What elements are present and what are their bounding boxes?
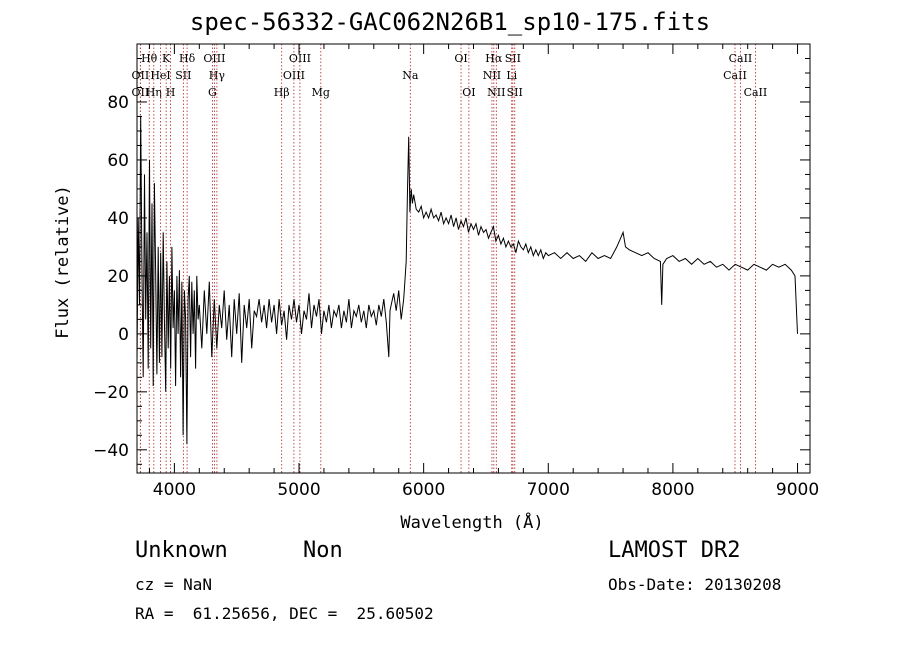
spectrum-series: [136, 116, 798, 445]
line-marker-label-10: OIII: [203, 52, 225, 65]
line-marker-label-1: OII: [132, 86, 150, 99]
y-tick-label-2: 0: [118, 325, 129, 345]
line-marker-label-16: Na: [402, 69, 419, 82]
line-marker-label-8: Hδ: [179, 52, 196, 65]
x-axis-ticks: 4000 5000 6000 7000 8000 9000: [148, 44, 819, 500]
object-class: Unknown: [135, 538, 228, 563]
line-marker-label-21: NII: [487, 86, 505, 99]
line-marker-label-11: Hγ: [209, 69, 226, 82]
line-marker-label-18: OI: [462, 86, 475, 99]
x-tick-label-3: 7000: [527, 480, 570, 500]
plot-frame: [136, 43, 811, 474]
y-tick-label-6: 80: [107, 93, 129, 113]
line-marker-label-4: HeI: [150, 69, 170, 82]
line-marker-label-12: Hβ: [274, 86, 290, 99]
x-tick-label-0: 4000: [153, 480, 196, 500]
sky-coordinates: RA = 61.25656, DEC = 25.60502: [135, 604, 434, 623]
line-marker-label-15: Mg: [312, 86, 330, 99]
line-marker-label-27: CaII: [744, 86, 768, 99]
line-marker-label-2: Hθ: [141, 52, 158, 65]
redshift-cz: cz = NaN: [135, 575, 213, 594]
y-tick-label-0: −40: [93, 441, 129, 461]
line-marker-label-23: SII: [505, 52, 521, 65]
spectrum-line-0: [136, 116, 798, 445]
line-marker-label-7: SII: [175, 69, 191, 82]
obs-date: Obs-Date: 20130208: [608, 575, 782, 594]
x-axis-label: Wavelength (Å): [400, 511, 543, 533]
line-marker-label-17: OI: [454, 52, 467, 65]
line-marker-label-13: OIII: [283, 69, 305, 82]
line-marker-label-26: CaII: [729, 52, 753, 65]
survey-name: LAMOST DR2: [608, 538, 741, 563]
line-marker-label-3: Hη: [146, 86, 162, 99]
x-tick-label-1: 5000: [277, 480, 320, 500]
line-marker-label-25: CaII: [723, 69, 747, 82]
y-tick-label-3: 20: [107, 267, 129, 287]
y-tick-label-4: 40: [107, 209, 129, 229]
chart-title: spec-56332-GAC062N26B1_sp10-175.fits: [189, 8, 711, 36]
line-marker-label-6: H: [166, 86, 176, 99]
line-marker-label-24: SII: [507, 86, 523, 99]
y-tick-label-1: −20: [93, 383, 129, 403]
line-marker-label-20: Hα: [485, 52, 503, 65]
line-marker-label-22: Li: [506, 69, 517, 82]
line-marker-label-14: OIII: [289, 52, 311, 65]
x-tick-label-4: 8000: [651, 480, 694, 500]
x-tick-label-5: 9000: [776, 480, 819, 500]
y-axis-label: Flux (relative): [53, 185, 73, 339]
x-tick-label-2: 6000: [402, 480, 445, 500]
line-marker-label-5: K: [162, 52, 171, 65]
object-subclass: Non: [303, 538, 343, 563]
line-marker-label-19: NII: [483, 69, 501, 82]
emission-line-markers: OIIOIIHθHηHeIKHSIIHδGOIIIHγHβOIIIOIIIMgN…: [132, 44, 768, 473]
line-marker-label-9: G: [208, 86, 217, 99]
y-axis-ticks: −40 −20 0 20 40 60 80: [93, 57, 810, 465]
y-tick-label-5: 60: [107, 151, 129, 171]
